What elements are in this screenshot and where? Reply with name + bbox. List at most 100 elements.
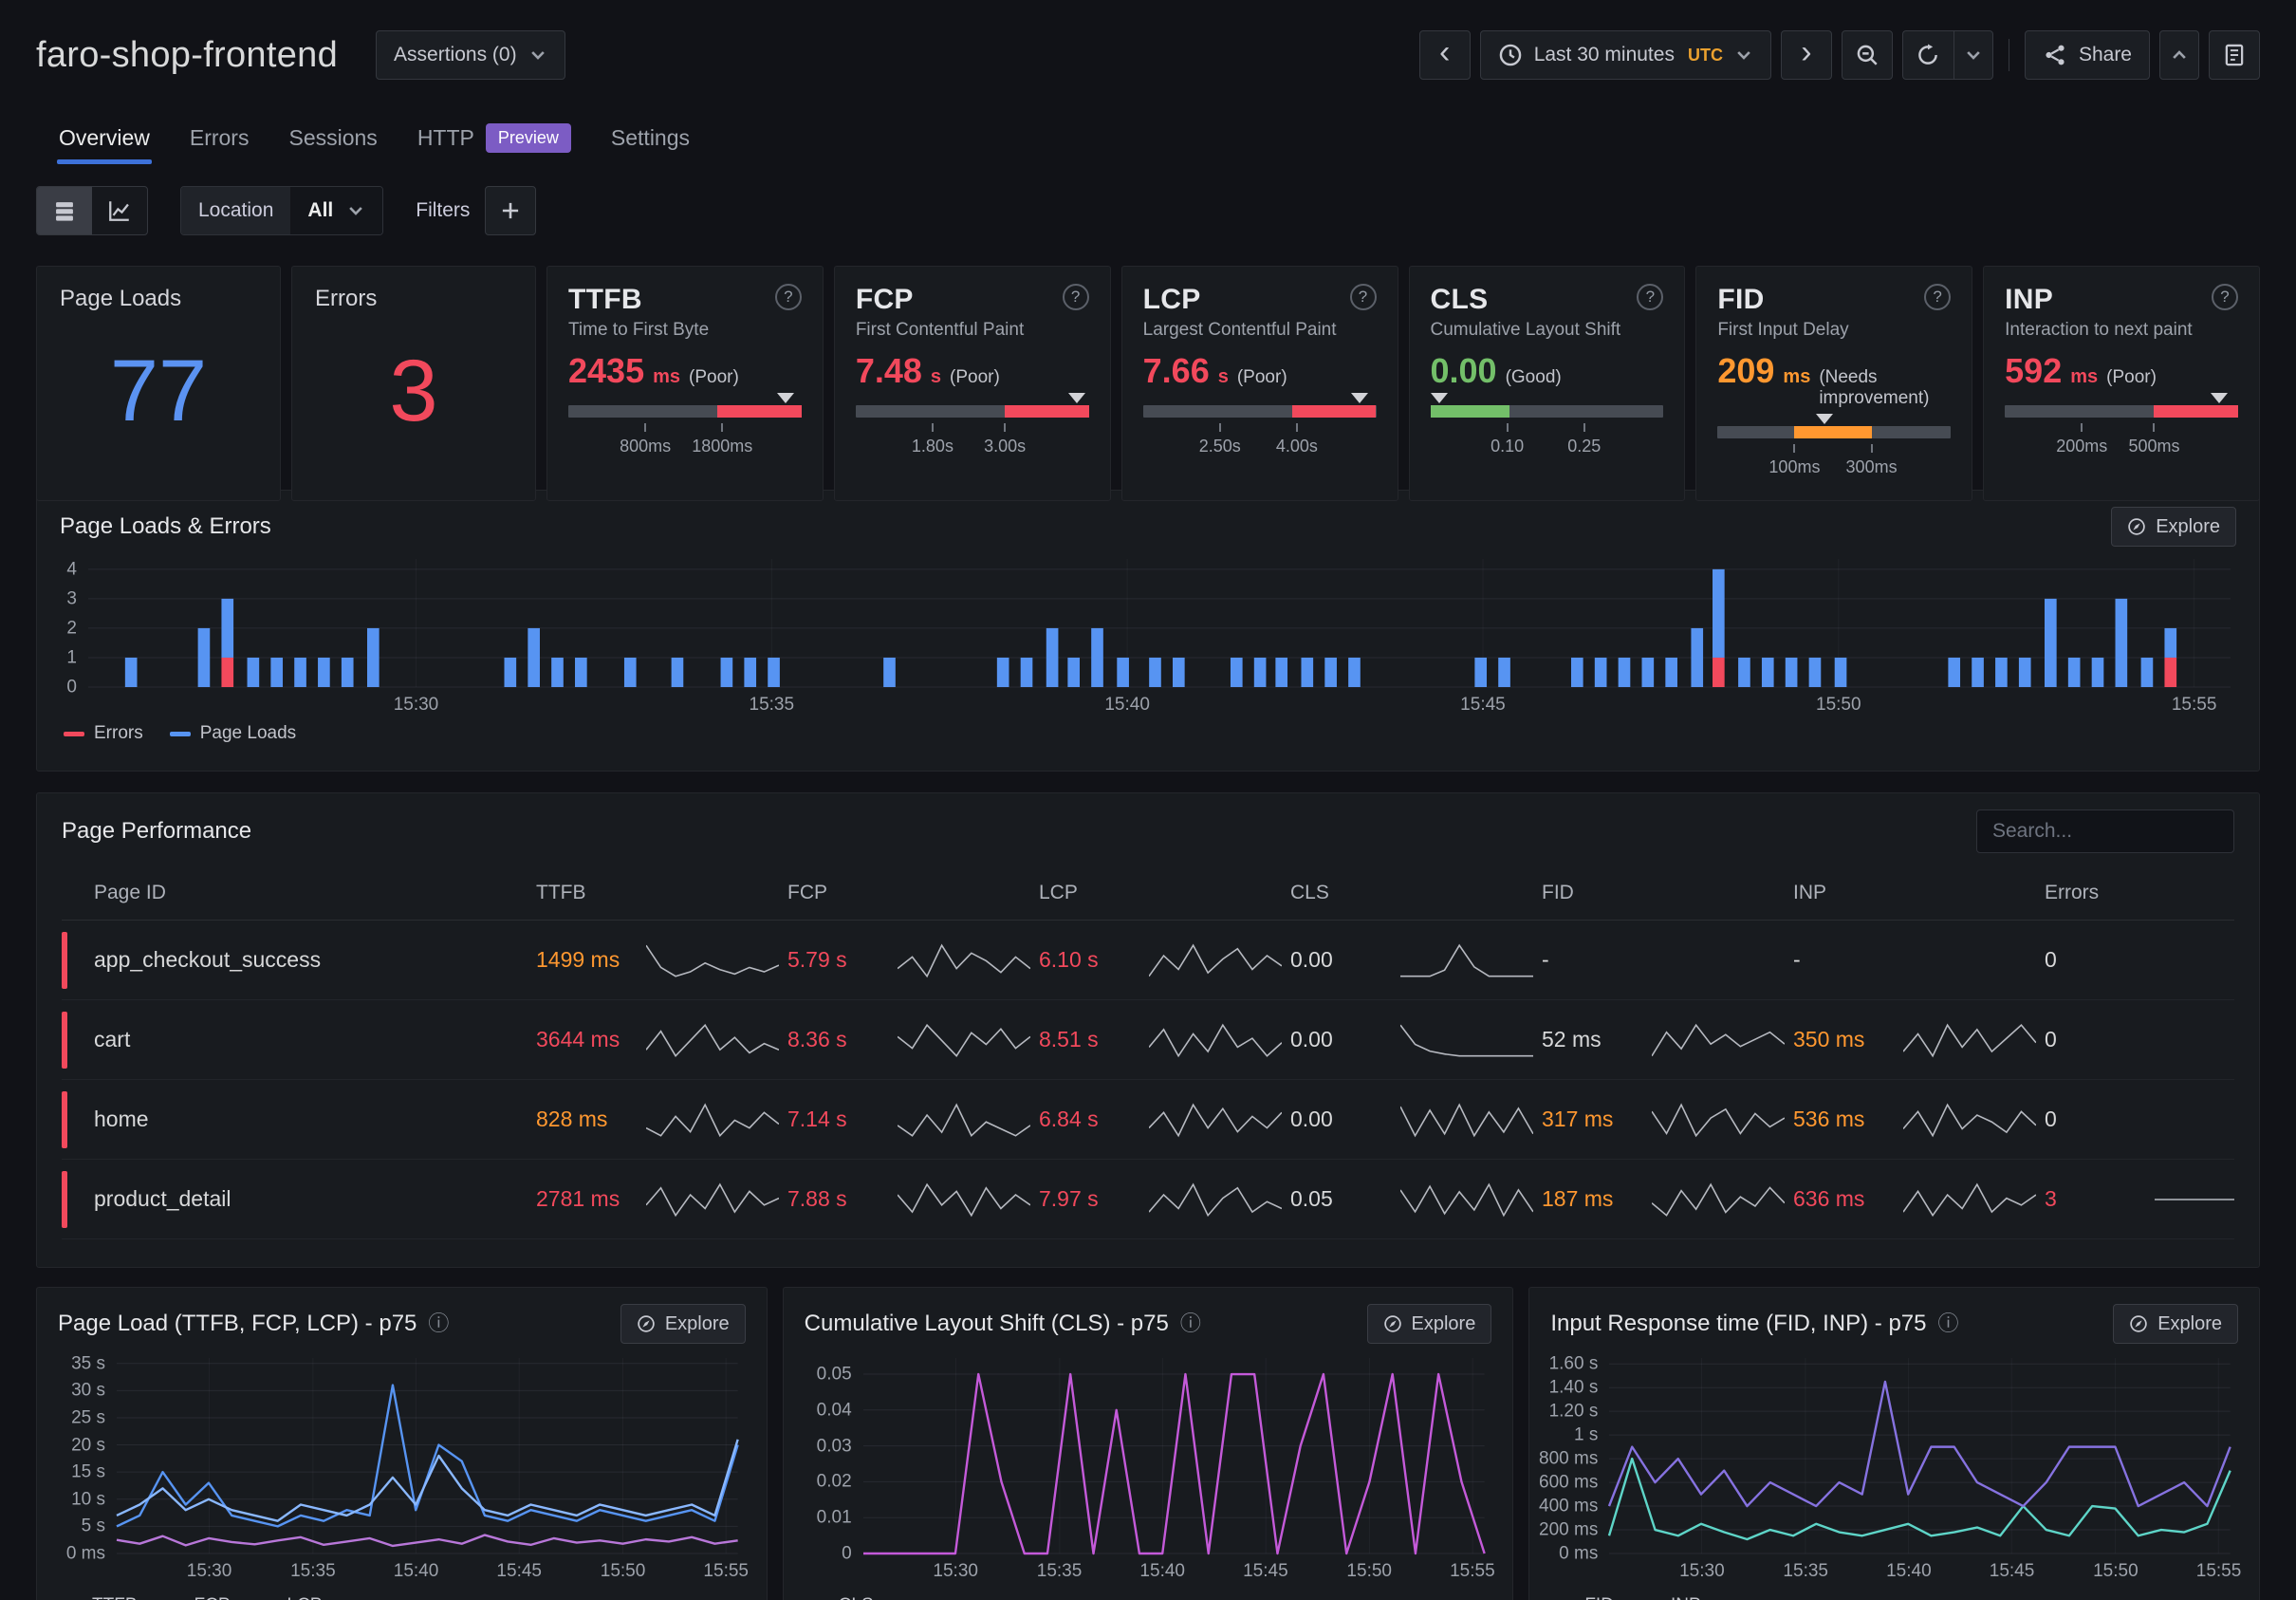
vital-rating: (Poor) (2106, 367, 2157, 387)
sparkline (1652, 1099, 1785, 1141)
location-value: All (307, 199, 334, 221)
y-axis-label: 1 s (1573, 1424, 1599, 1445)
sparkline (646, 1099, 779, 1141)
info-icon[interactable]: ⓘ (1179, 1312, 1201, 1335)
panel-title: Input Response time (FID, INP) - p75 (1550, 1311, 1927, 1336)
legend-item[interactable]: Page Loads (169, 723, 296, 744)
legend-item[interactable]: TTFB (62, 1595, 138, 1600)
time-range-button[interactable]: Last 30 minutes UTC (1479, 30, 1771, 80)
sparkline (1652, 1019, 1785, 1061)
threshold-tick (644, 423, 647, 432)
help-icon[interactable]: ? (1062, 284, 1089, 310)
legend-item[interactable]: INP (1640, 1595, 1701, 1600)
x-axis-label: 15:40 (1139, 1561, 1185, 1581)
legend-label: FCP (194, 1595, 231, 1600)
metric-value: 0.00 (1290, 1107, 1333, 1131)
y-axis-label: 1.40 s (1548, 1377, 1599, 1398)
time-forward-button[interactable]: › (1780, 30, 1832, 80)
inp-cell: 536 ms (1793, 1099, 2045, 1141)
errors-cell: 0 (2045, 1027, 2234, 1052)
help-icon[interactable]: ? (1349, 284, 1377, 310)
refresh-group (1901, 30, 1993, 80)
document-icon (2225, 44, 2244, 66)
collapse-button[interactable] (2159, 30, 2199, 80)
share-button[interactable]: Share (2024, 30, 2150, 80)
explore-button[interactable]: Explore (2111, 507, 2236, 547)
tab-label: Errors (189, 124, 250, 150)
tab-errors[interactable]: Errors (173, 110, 267, 166)
threshold-tick (1793, 443, 1796, 453)
explore-button[interactable]: Explore (2113, 1304, 2238, 1344)
help-icon[interactable]: ? (1637, 284, 1664, 310)
table-view-button[interactable] (37, 187, 92, 234)
time-back-button[interactable]: ‹ (1418, 30, 1471, 80)
legend-label: LCP (287, 1595, 323, 1600)
gauge-thresholds: 2.50s 4.00s (1143, 420, 1377, 462)
explore-button[interactable]: Explore (1366, 1304, 1492, 1344)
threshold-tick (1583, 423, 1585, 432)
chart-view-button[interactable] (92, 187, 147, 234)
vital-gauge (855, 393, 1089, 418)
fcp-cell: 8.36 s (787, 1019, 1039, 1061)
help-icon[interactable]: ? (1924, 284, 1952, 310)
legend-item[interactable]: Errors (64, 723, 143, 744)
table-row[interactable]: product_detail 2781 ms 7.88 s 7.97 s 0.05 187… (62, 1160, 2234, 1239)
table-row[interactable]: cart 3644 ms 8.36 s 8.51 s 0.00 52 ms 350 ms 0 (62, 1000, 2234, 1080)
legend-item[interactable]: FCP (164, 1595, 231, 1600)
vital-value: 0.00 (1430, 351, 1497, 390)
vital-card-ttfb: TTFB? Time to First Byte 2435 ms (Poor) 800ms… (546, 266, 824, 501)
legend-item[interactable]: FID (1554, 1595, 1614, 1600)
metric-value: 0.00 (1290, 1027, 1333, 1051)
y-axis-label: 1.60 s (1548, 1353, 1599, 1374)
metric-value: 8.36 s (787, 1027, 847, 1051)
refresh-interval-button[interactable] (1953, 30, 1993, 80)
tab-settings[interactable]: Settings (594, 110, 707, 166)
loads-chart: 0 1 2 3 4 15:30 15:35 15:40 15:45 15:50 15:55 (66, 559, 2231, 715)
y-axis-label: 0.04 (816, 1400, 852, 1421)
legend-item[interactable]: CLS (808, 1595, 874, 1600)
help-icon[interactable]: ? (2212, 284, 2238, 310)
stat-value: 77 (109, 342, 208, 439)
y-axis-label: 200 ms (1539, 1519, 1599, 1540)
metric-value: 828 ms (536, 1107, 608, 1131)
panel-title: Page Performance (62, 818, 252, 844)
gauge-zone (1430, 405, 1510, 418)
bottom-row: Page Load (TTFB, FCP, LCP) - p75 ⓘ Explore… (36, 1287, 2260, 1600)
panel-title: Cumulative Layout Shift (CLS) - p75 (804, 1311, 1169, 1336)
legend-item[interactable]: LCP (257, 1595, 323, 1600)
metric-value: 7.97 s (1039, 1186, 1099, 1211)
assertions-button[interactable]: Assertions (0) (376, 30, 565, 80)
report-button[interactable] (2209, 30, 2260, 80)
zoom-out-button[interactable] (1841, 30, 1893, 80)
help-icon[interactable]: ? (774, 284, 802, 310)
metric-value: 3 (2045, 1186, 2057, 1211)
legend-swatch (64, 731, 84, 736)
compass-icon (2128, 518, 2145, 535)
tab-sessions[interactable]: Sessions (271, 110, 394, 166)
tab-overview[interactable]: Overview (42, 110, 167, 166)
vital-title: FCP (855, 284, 914, 315)
metric-value: 6.84 s (1039, 1107, 1099, 1131)
threshold-tick (2153, 423, 2156, 432)
info-icon[interactable]: ⓘ (428, 1312, 450, 1335)
sparkline (1149, 940, 1282, 981)
sparkline (898, 940, 1030, 981)
add-filter-button[interactable] (485, 186, 537, 235)
table-row[interactable]: home 828 ms 7.14 s 6.84 s 0.00 317 ms 536 ms 0 (62, 1080, 2234, 1160)
gauge-thresholds: 800ms 1800ms (568, 420, 802, 462)
tab-label: HTTP (417, 124, 474, 150)
location-select[interactable]: All (290, 187, 383, 234)
page-title: faro-shop-frontend (36, 34, 339, 75)
table-row[interactable]: app_checkout_success 1499 ms 5.79 s 6.10 s 0… (62, 921, 2234, 1000)
gauge-pointer (776, 393, 794, 412)
search-input[interactable] (1976, 809, 2234, 853)
page-loads-errors-panel: Page Loads & Errors Explore 0 1 2 3 4 15:30 15… (36, 490, 2260, 772)
info-icon[interactable]: ⓘ (1937, 1312, 1959, 1335)
metric-value: 0 (2045, 1027, 2057, 1051)
fid-cell: - (1542, 947, 1793, 973)
explore-button[interactable]: Explore (620, 1304, 746, 1344)
location-filter: Location All (180, 186, 384, 235)
tab-http[interactable]: HTTP Preview (400, 108, 588, 168)
refresh-button[interactable] (1901, 30, 1953, 80)
lcp-cell: 6.84 s (1039, 1099, 1290, 1141)
